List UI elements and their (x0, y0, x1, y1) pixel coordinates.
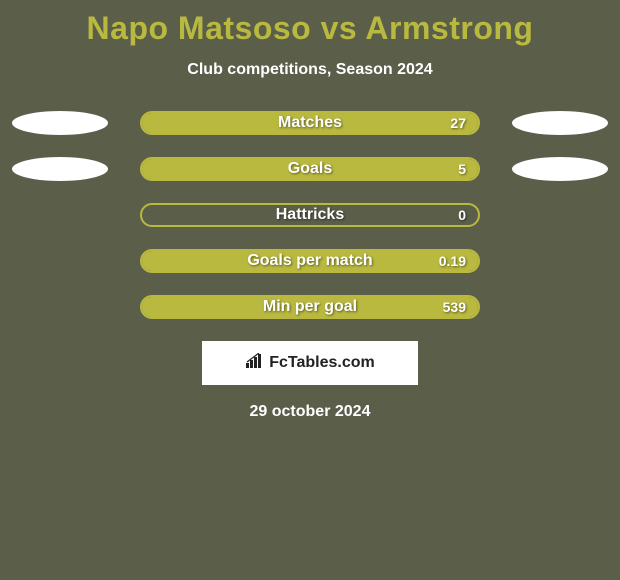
stat-bar: Matches27 (140, 111, 480, 135)
stat-value: 27 (450, 113, 466, 133)
logo-box: FcTables.com (202, 341, 418, 385)
stats-list: Matches27 Goals5 Hattricks0 Goals per match… (0, 111, 620, 319)
stat-label: Hattricks (142, 205, 478, 225)
left-ellipse (12, 111, 108, 135)
stat-row: Min per goal539 (0, 295, 620, 319)
stat-label: Goals (142, 159, 478, 179)
left-ellipse (12, 157, 108, 181)
right-ellipse (512, 111, 608, 135)
right-ellipse (512, 157, 608, 181)
stat-label: Matches (142, 113, 478, 133)
comparison-infographic: Napo Matsoso vs Armstrong Club competiti… (0, 0, 620, 580)
stat-value: 5 (458, 159, 466, 179)
right-spacer (512, 295, 608, 319)
left-spacer (12, 249, 108, 273)
stat-bar: Min per goal539 (140, 295, 480, 319)
stat-row: Matches27 (0, 111, 620, 135)
stat-label: Min per goal (142, 297, 478, 317)
stat-value: 539 (443, 297, 466, 317)
right-spacer (512, 249, 608, 273)
stat-row: Hattricks0 (0, 203, 620, 227)
stat-value: 0 (458, 205, 466, 225)
stat-bar: Goals per match0.19 (140, 249, 480, 273)
stat-label: Goals per match (142, 251, 478, 271)
date-text: 29 october 2024 (0, 403, 620, 421)
chart-icon (245, 353, 265, 374)
right-spacer (512, 203, 608, 227)
stat-bar: Hattricks0 (140, 203, 480, 227)
subtitle: Club competitions, Season 2024 (0, 61, 620, 79)
logo-text: FcTables.com (269, 354, 375, 372)
left-spacer (12, 203, 108, 227)
page-title: Napo Matsoso vs Armstrong (0, 0, 620, 47)
stat-row: Goals5 (0, 157, 620, 181)
stat-bar: Goals5 (140, 157, 480, 181)
left-spacer (12, 295, 108, 319)
stat-row: Goals per match0.19 (0, 249, 620, 273)
stat-value: 0.19 (439, 251, 466, 271)
